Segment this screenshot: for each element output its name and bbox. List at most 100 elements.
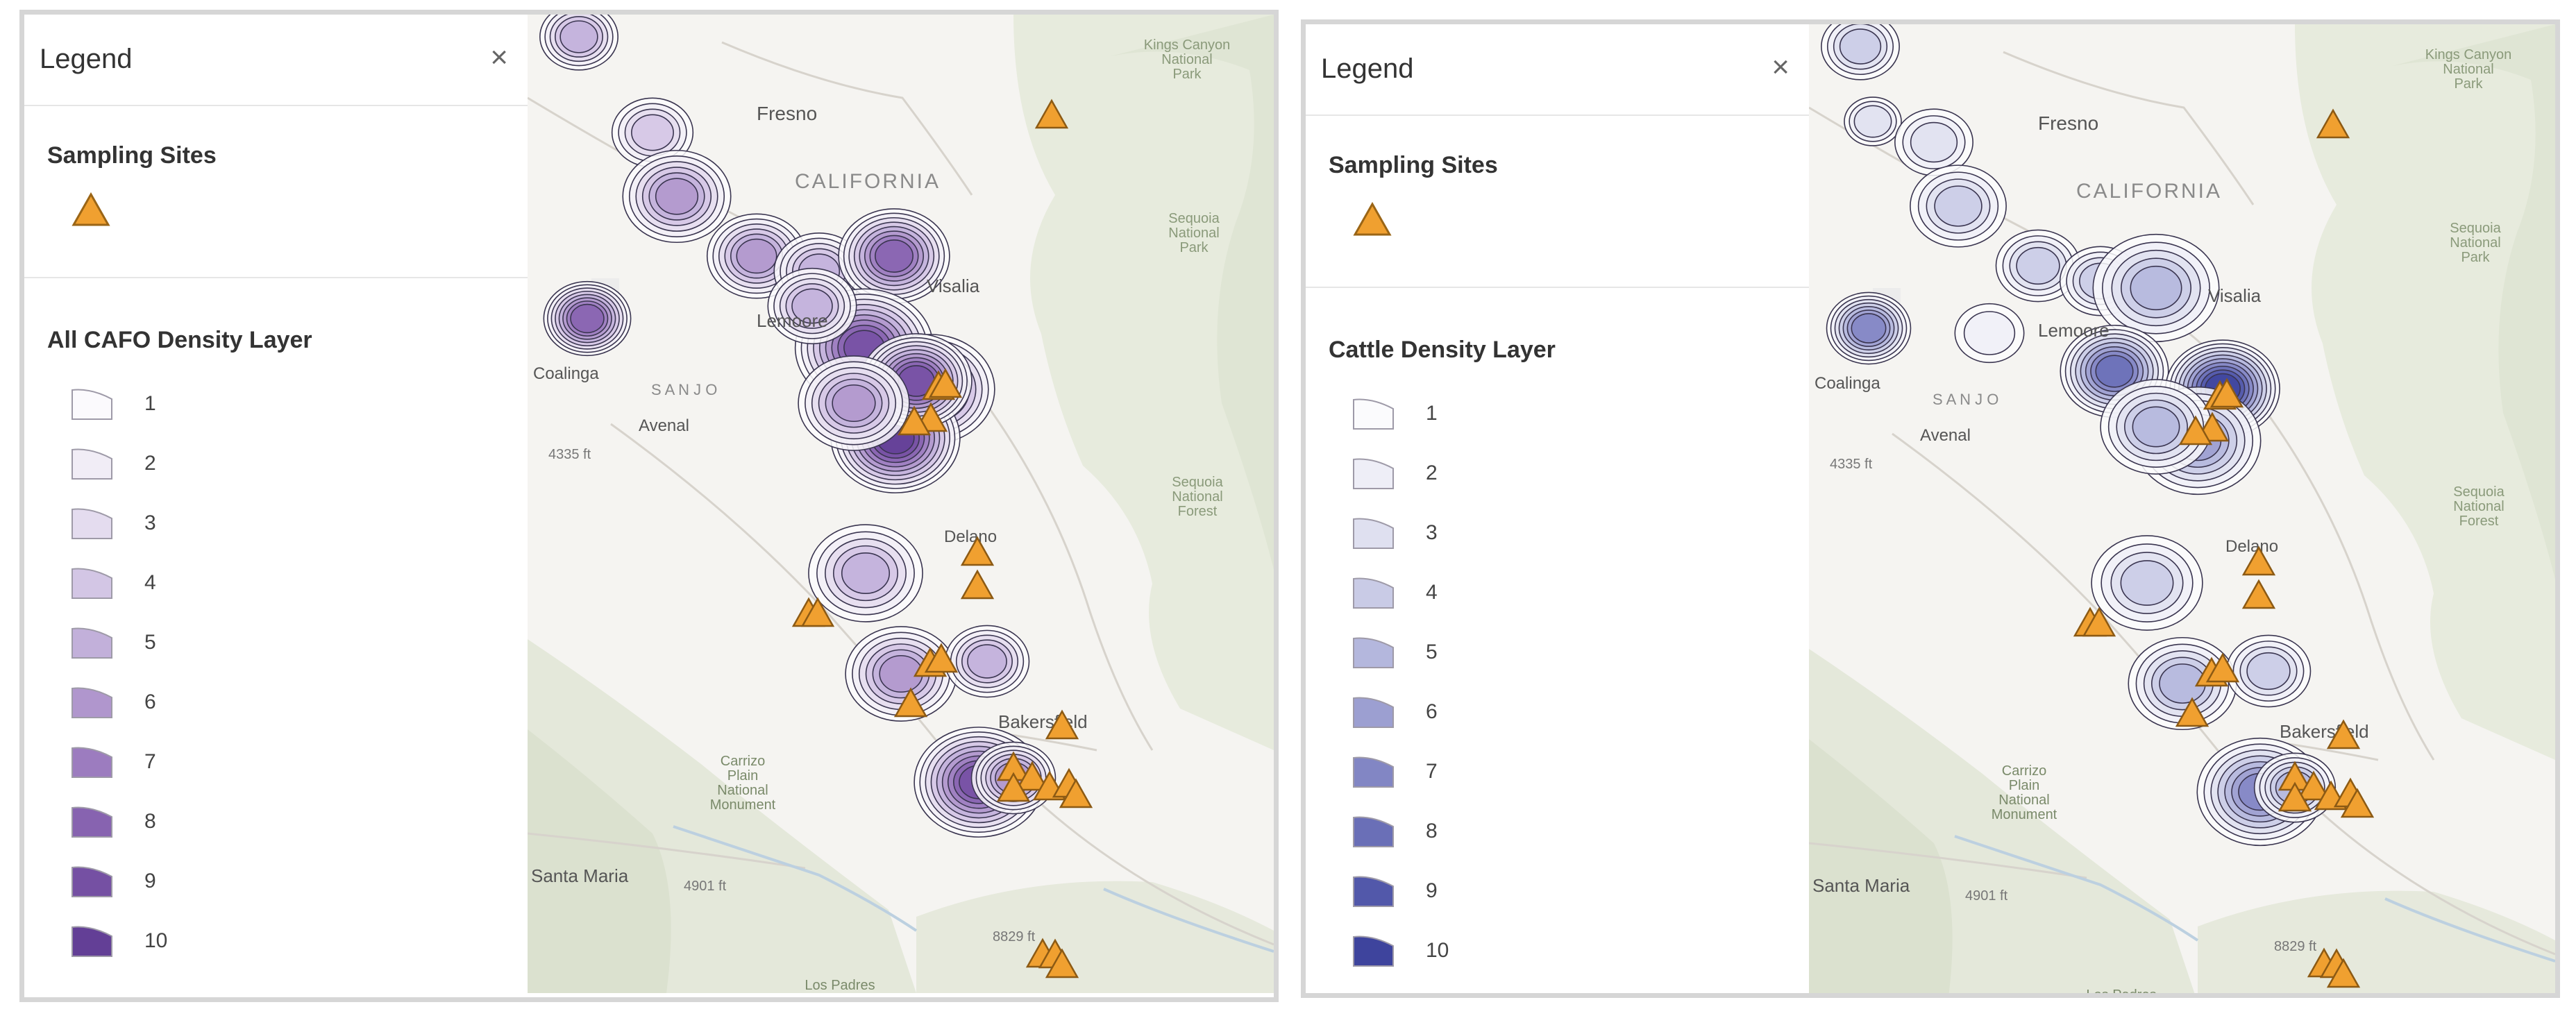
density-contour [1934,185,1982,227]
sampling-site-marker[interactable] [897,405,932,436]
map-label-kings: Kings Canyon National Park [2425,47,2512,92]
density-contour [559,20,598,53]
map-label-bakersfield: Bakersfield [2280,721,2369,742]
sampling-site-marker[interactable] [2178,415,2213,446]
density-level-label: 2 [1426,461,1438,484]
sampling-sites-label: Sampling Sites [47,142,217,169]
density-level-label: 1 [1426,402,1438,425]
density-swatch-icon [71,448,112,480]
density-level-label: 1 [144,392,156,415]
density-level-label: 9 [1426,879,1438,902]
sampling-site-marker[interactable] [2082,607,2116,637]
density-layer [539,15,1057,838]
sampling-site-marker[interactable] [2296,770,2331,801]
legend-title: Legend [1321,53,1414,84]
density-layer-label: Cattle Density Layer [1329,337,1556,363]
sampling-site-marker[interactable] [800,597,835,627]
basemap-svg: Fresno CALIFORNIA Kings Canyon National Park… [1809,24,2555,998]
density-level-label: 8 [144,810,156,833]
sampling-site-marker[interactable] [2316,108,2350,139]
density-level-label: 4 [1426,581,1438,604]
sampling-site-marker[interactable] [960,569,995,600]
density-level-label: 2 [144,452,156,475]
map-view[interactable]: Fresno CALIFORNIA Kings Canyon National Park… [528,15,1274,997]
sampling-site-marker[interactable] [1045,948,1079,979]
sampling-sites-layer [2073,108,2375,988]
density-level-label: 4 [144,571,156,594]
map-label-avenal: Avenal [1920,426,1971,445]
map-label-santa-maria: Santa Maria [531,865,629,886]
legend-map-panel-cafo: Legend × Sampling Sites All CAFO Density… [19,10,1279,1002]
density-swatch-icon [1353,876,1394,907]
map-label-sequoia-forest: Sequoia National Forest [1172,475,1223,519]
map-label-los-padres: Los PadresNational [2086,988,2156,998]
density-swatch-icon [71,866,112,897]
sampling-site-marker[interactable] [1059,778,1093,808]
sampling-sites-section: Sampling Sites [1306,116,1809,288]
density-contour [2120,560,2174,606]
map-label-elev2: 4901 ft [684,879,727,894]
sierra-terrain [1013,15,1274,750]
close-icon[interactable]: × [1771,50,1790,84]
river-line [673,825,918,932]
density-swatch-icon [71,747,112,778]
sampling-site-marker[interactable] [924,643,959,673]
legend-title: Legend [40,44,133,74]
sampling-site-marker[interactable] [2209,378,2244,408]
density-level-label: 6 [144,691,156,713]
sampling-sites-layer [791,99,1093,979]
close-icon[interactable]: × [490,40,508,74]
sampling-site-marker[interactable] [960,536,995,566]
density-contour [1963,311,2016,355]
map-label-fresno: Fresno [2038,112,2098,134]
road-line [2293,786,2555,956]
sampling-site-marker[interactable] [893,687,928,718]
density-swatch-icon [1353,637,1394,668]
map-label-lemoore: Lemoore [757,310,828,331]
map-view[interactable]: Fresno CALIFORNIA Kings Canyon National Park… [1809,24,2555,993]
map-label-sequoia-forest: Sequoia National Forest [2453,484,2505,529]
map-label-coalinga: Coalinga [1815,374,1880,393]
sampling-site-marker[interactable] [2205,652,2240,683]
sampling-site-marker[interactable] [1045,709,1079,740]
map-label-california: CALIFORNIA [2076,180,2222,203]
sampling-site-marker[interactable] [996,772,1031,802]
map-label-kings: Kings Canyon National Park [1144,37,1231,82]
map-label-carrizo: Carrizo Plain National Monument [710,754,776,813]
density-swatch-icon [1353,697,1394,728]
density-contour [2246,652,2291,691]
density-contour [967,644,1007,679]
density-section: Cattle Density Layer 1 2 3 4 5 6 7 8 9 10 [1306,288,1809,993]
density-section: All CAFO Density Layer 1 2 3 4 5 6 7 8 9 10 [24,278,528,997]
sampling-site-marker[interactable] [928,368,963,398]
sampling-site-marker[interactable] [2278,781,2312,812]
sampling-site-marker[interactable] [2340,788,2375,818]
map-label-elev3: 8829 ft [993,929,1036,944]
density-contour [2132,406,2180,448]
triangle-icon [1353,202,1392,236]
sampling-site-marker[interactable] [2175,697,2209,727]
sampling-sites-section: Sampling Sites [24,106,528,278]
density-level-label: 7 [144,750,156,773]
road-line [1809,842,2087,879]
sampling-site-marker[interactable] [2241,545,2276,576]
density-level-label: 8 [1426,820,1438,842]
sampling-site-marker[interactable] [1015,761,1050,791]
map-label-bakersfield: Bakersfield [998,711,1088,732]
map-label-delano: Delano [2225,537,2278,556]
density-contour [655,178,699,215]
road-line [2003,51,2255,205]
density-swatch-icon [1353,518,1394,549]
road-line [528,832,806,870]
density-swatch-icon [71,926,112,957]
sampling-site-marker[interactable] [2326,719,2361,749]
map-label-avenal: Avenal [639,416,689,435]
sampling-site-marker[interactable] [1034,99,1069,129]
sampling-site-marker[interactable] [2241,579,2276,609]
legend-header: Legend × [1306,24,1809,116]
sampling-site-marker[interactable] [2326,958,2361,988]
density-contour [631,114,674,151]
map-label-sequoia: Sequoia National Park [2450,221,2501,265]
density-contour [2016,246,2060,285]
density-layer-label: All CAFO Density Layer [47,327,312,353]
